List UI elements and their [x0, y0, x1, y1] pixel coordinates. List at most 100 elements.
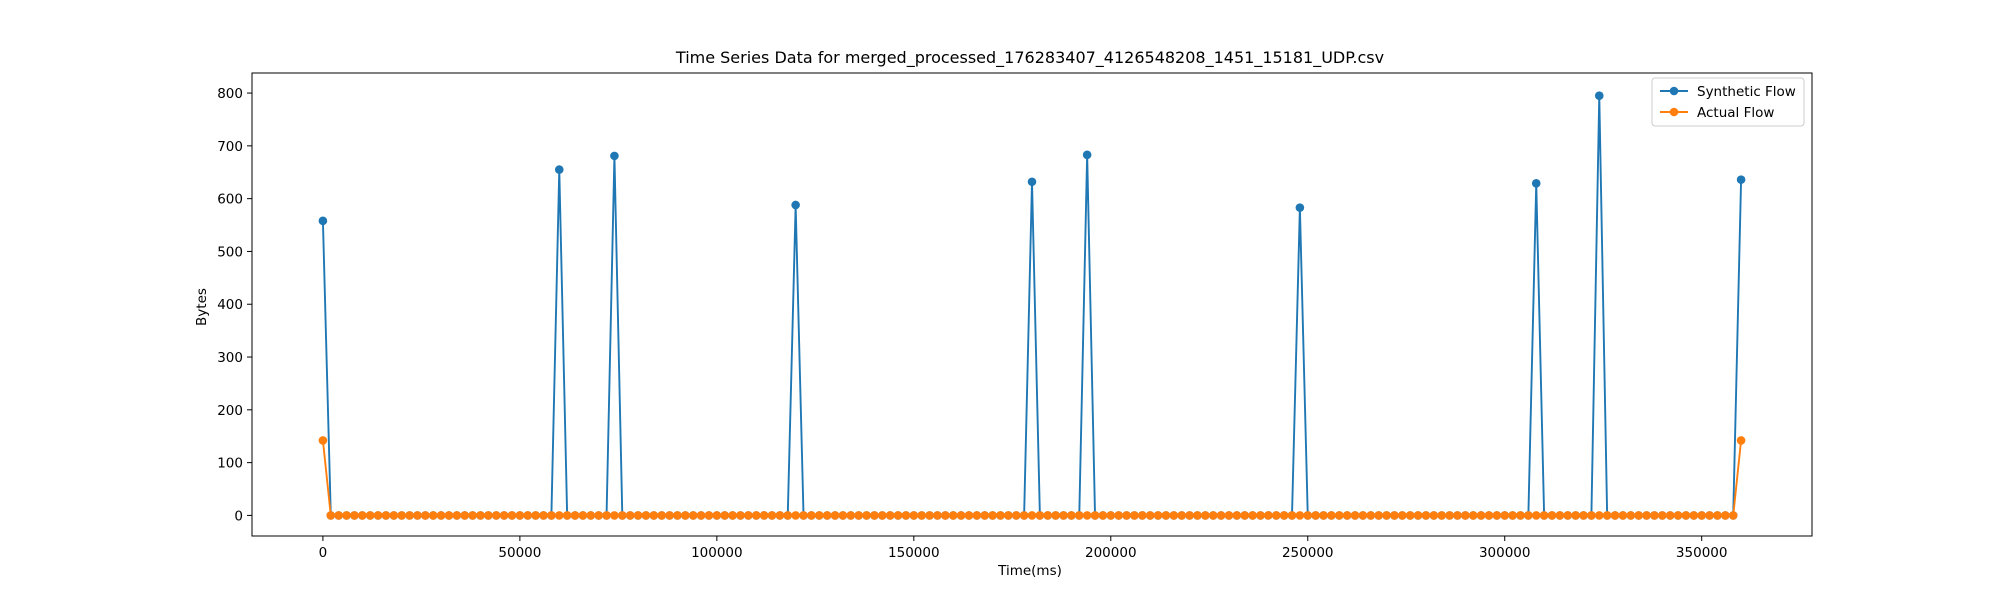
data-point [1650, 511, 1659, 520]
series-synthetic-flow [318, 91, 1746, 520]
data-point [468, 511, 477, 520]
legend-entry: Actual Flow [1660, 105, 1774, 121]
data-point [744, 511, 753, 520]
data-point [1524, 511, 1533, 520]
data-point [1366, 511, 1376, 520]
data-point [862, 511, 871, 520]
data-point [1736, 436, 1746, 445]
data-point [507, 511, 517, 520]
data-point [641, 511, 651, 520]
data-point [1658, 511, 1667, 520]
data-point [1303, 511, 1313, 520]
data-point [1319, 511, 1328, 520]
data-point [1138, 511, 1147, 520]
data-point [586, 511, 596, 520]
data-point [1705, 511, 1714, 520]
data-point [720, 511, 730, 520]
data-point [515, 511, 525, 520]
data-point [1011, 511, 1021, 520]
data-point [885, 511, 895, 520]
data-point [1539, 511, 1549, 520]
data-point [1358, 511, 1368, 520]
data-point [1516, 511, 1525, 520]
series-line [321, 94, 1743, 517]
data-point [1161, 511, 1171, 520]
data-point [633, 511, 643, 520]
data-point [1579, 511, 1588, 520]
data-point [1067, 511, 1076, 520]
data-point [1004, 511, 1013, 520]
data-point [917, 511, 926, 520]
x-tick-label: 0 [319, 545, 328, 561]
data-point [814, 511, 824, 520]
data-point [1398, 511, 1407, 520]
data-point [1224, 511, 1234, 520]
data-point [602, 511, 611, 520]
data-point [1153, 511, 1163, 520]
data-point [1429, 511, 1439, 520]
data-point [948, 511, 958, 520]
data-point [807, 511, 816, 520]
data-point [1082, 511, 1092, 520]
data-point [523, 511, 533, 520]
data-point [1216, 511, 1226, 520]
legend-label: Actual Flow [1697, 105, 1774, 121]
data-point [1114, 511, 1123, 520]
data-point [1185, 511, 1194, 520]
data-point [381, 511, 391, 520]
data-point [318, 436, 328, 445]
data-point [547, 511, 556, 520]
data-point [1232, 511, 1242, 520]
y-tick-label: 100 [217, 456, 243, 472]
data-point [751, 511, 761, 520]
data-point [909, 511, 919, 520]
x-tick-label: 50000 [498, 545, 541, 561]
data-point [1445, 511, 1454, 520]
data-point [358, 511, 367, 520]
data-point [704, 511, 714, 520]
data-point [1587, 511, 1596, 520]
data-point [925, 511, 934, 520]
data-point [484, 511, 493, 520]
data-point [1626, 511, 1636, 520]
data-point [1035, 511, 1045, 520]
data-point [1547, 511, 1557, 520]
data-point [1421, 511, 1431, 520]
data-point [389, 511, 399, 520]
data-point [570, 511, 580, 520]
data-point [649, 511, 659, 520]
y-tick-label: 200 [217, 403, 243, 419]
data-point [893, 511, 903, 520]
data-point [1327, 511, 1336, 520]
data-point [1193, 511, 1202, 520]
data-point [1736, 175, 1746, 184]
data-point [1169, 511, 1179, 520]
data-point [499, 511, 509, 520]
data-point [1382, 511, 1391, 520]
y-tick-label: 800 [217, 86, 243, 102]
data-point [1295, 203, 1305, 212]
data-point [830, 511, 840, 520]
y-tick-label: 300 [217, 350, 243, 366]
series-actual-flow [318, 436, 1746, 520]
data-point [1051, 511, 1060, 520]
data-point [1177, 511, 1186, 520]
data-point [578, 511, 588, 520]
data-point [1594, 511, 1604, 520]
data-point [1602, 511, 1612, 520]
y-tick-label: 600 [217, 192, 243, 208]
data-point [854, 511, 863, 520]
data-point [696, 511, 706, 520]
data-point [1130, 511, 1139, 520]
data-point [1665, 511, 1675, 520]
data-point [1413, 511, 1423, 520]
data-point [350, 511, 359, 520]
data-point [1090, 511, 1100, 520]
data-point [1098, 511, 1108, 520]
data-point [625, 511, 635, 520]
data-point [1390, 511, 1399, 520]
x-tick-label: 150000 [888, 545, 940, 561]
data-point [610, 151, 619, 161]
data-point [428, 511, 438, 520]
